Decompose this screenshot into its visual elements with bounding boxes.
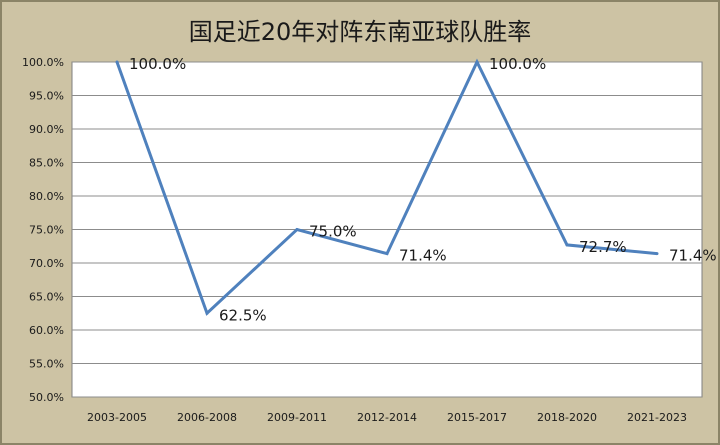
data-point bbox=[655, 252, 659, 256]
y-tick-label: 85.0% bbox=[29, 157, 64, 170]
y-tick-label: 95.0% bbox=[29, 90, 64, 103]
x-tick-label: 2012-2014 bbox=[357, 411, 417, 424]
y-tick-label: 50.0% bbox=[29, 391, 64, 404]
data-label: 71.4% bbox=[399, 247, 447, 265]
y-tick-label: 75.0% bbox=[29, 224, 64, 237]
y-tick-label: 100.0% bbox=[22, 56, 64, 69]
data-point bbox=[385, 252, 389, 256]
data-point bbox=[295, 228, 299, 231]
data-point bbox=[565, 243, 569, 247]
data-label: 71.4% bbox=[669, 247, 717, 265]
data-label: 100.0% bbox=[129, 55, 186, 73]
data-point bbox=[205, 311, 209, 315]
data-point bbox=[475, 60, 479, 64]
data-label: 100.0% bbox=[489, 55, 546, 73]
x-tick-label: 2009-2011 bbox=[267, 411, 327, 424]
y-tick-label: 70.0% bbox=[29, 257, 64, 270]
x-tick-label: 2021-2023 bbox=[627, 411, 687, 424]
x-tick-label: 2006-2008 bbox=[177, 411, 237, 424]
x-tick-label: 2018-2020 bbox=[537, 411, 597, 424]
x-tick-label: 2003-2005 bbox=[87, 411, 147, 424]
y-tick-label: 90.0% bbox=[29, 123, 64, 136]
data-label: 72.7% bbox=[579, 238, 627, 256]
y-tick-label: 55.0% bbox=[29, 358, 64, 371]
data-point bbox=[115, 60, 119, 64]
y-tick-label: 60.0% bbox=[29, 324, 64, 337]
y-tick-label: 80.0% bbox=[29, 190, 64, 203]
data-label: 75.0% bbox=[309, 223, 357, 241]
chart-title: 国足近20年对阵东南亚球队胜率 bbox=[188, 18, 532, 46]
y-tick-label: 65.0% bbox=[29, 291, 64, 304]
data-label: 62.5% bbox=[219, 306, 267, 324]
x-tick-label: 2015-2017 bbox=[447, 411, 507, 424]
